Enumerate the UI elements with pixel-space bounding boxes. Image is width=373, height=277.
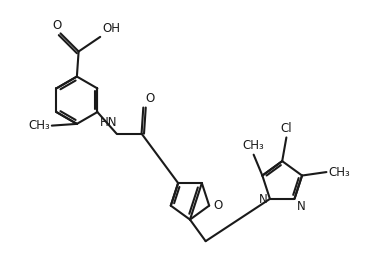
Text: OH: OH bbox=[103, 22, 120, 35]
Text: O: O bbox=[213, 199, 223, 212]
Text: Cl: Cl bbox=[280, 122, 292, 135]
Text: HN: HN bbox=[100, 116, 117, 129]
Text: CH₃: CH₃ bbox=[242, 139, 264, 152]
Text: CH₃: CH₃ bbox=[28, 119, 50, 132]
Text: N: N bbox=[297, 200, 306, 213]
Text: CH₃: CH₃ bbox=[329, 166, 351, 179]
Text: O: O bbox=[53, 19, 62, 32]
Text: N: N bbox=[258, 193, 267, 206]
Text: O: O bbox=[145, 93, 155, 106]
